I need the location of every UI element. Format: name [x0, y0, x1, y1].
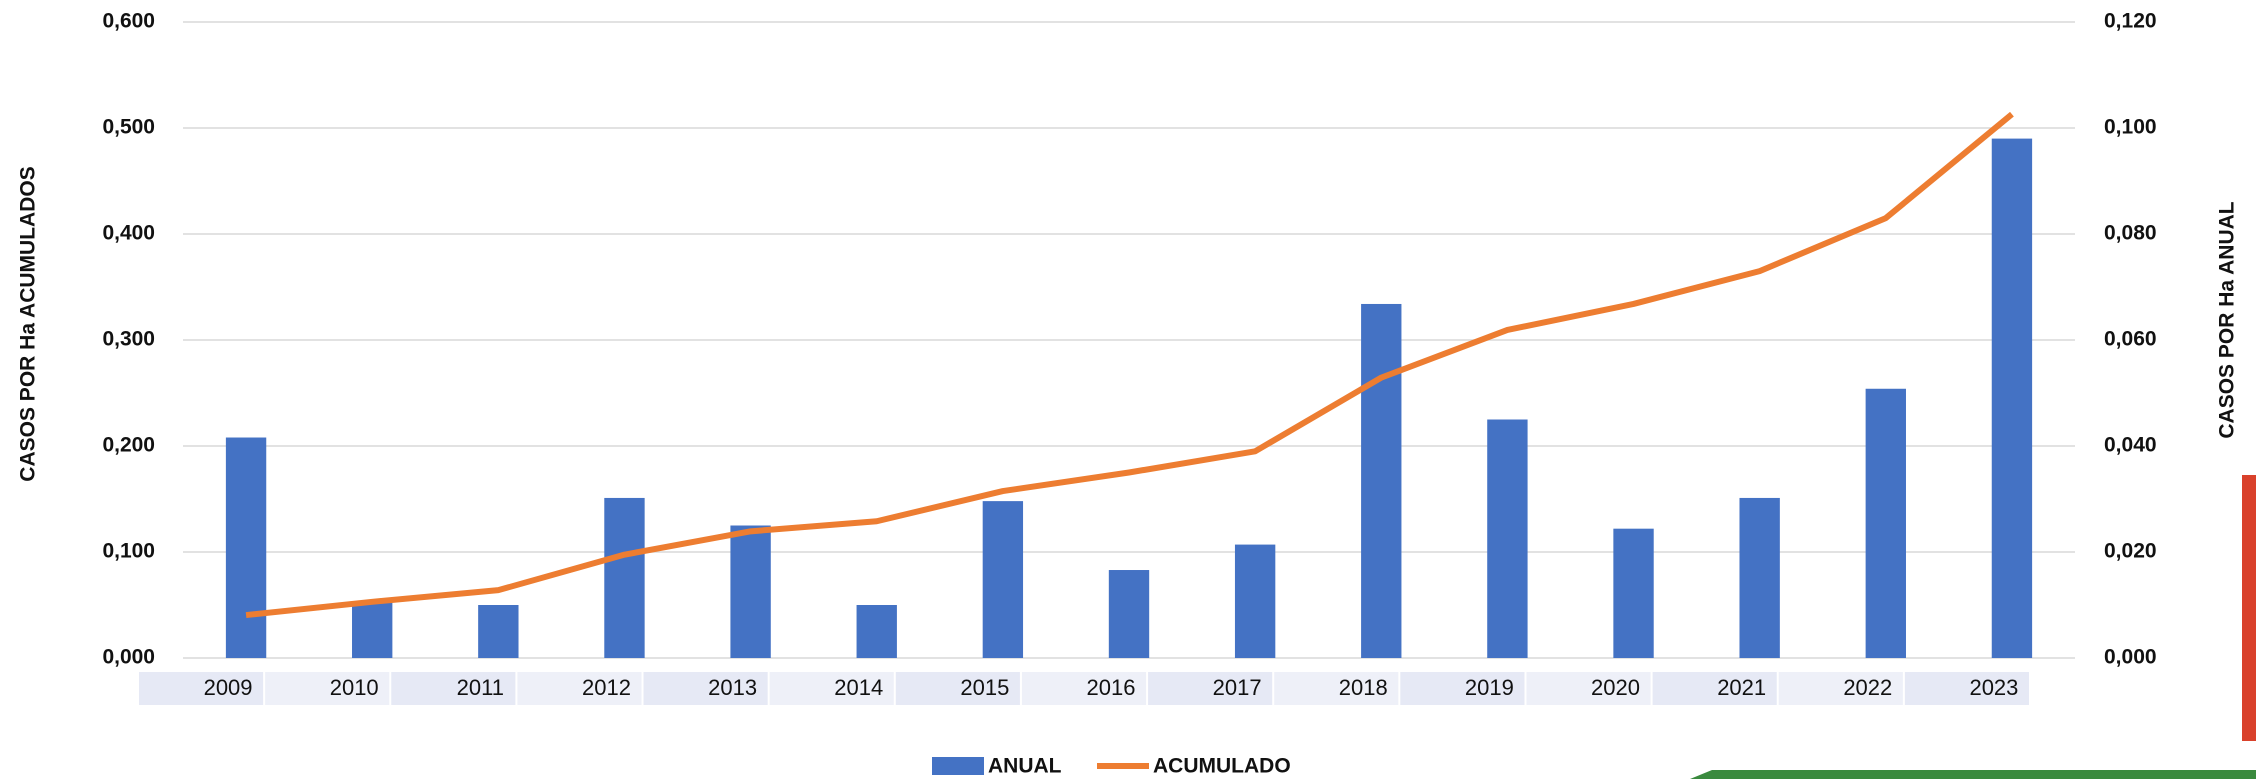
x-tick-label: 2016 — [1087, 675, 1136, 700]
legend-label: ACUMULADO — [1153, 755, 1291, 778]
x-tick-label: 2014 — [834, 675, 883, 700]
y-tick-label: 0,200 — [102, 434, 155, 457]
bar — [1234, 544, 1276, 658]
y-tick-label: 0,000 — [102, 646, 155, 669]
x-tick-label: 2023 — [1969, 675, 2018, 700]
category-band — [517, 672, 642, 705]
y2-tick-label: 0,020 — [2104, 540, 2157, 563]
x-tick-label: 2021 — [1717, 675, 1766, 700]
x-tick-label: 2019 — [1465, 675, 1514, 700]
bar — [1613, 528, 1654, 658]
x-tick-label: 2018 — [1339, 675, 1388, 700]
y-tick-label: 0,600 — [102, 10, 155, 33]
category-band — [1274, 672, 1399, 705]
x-tick-label: 2020 — [1591, 675, 1640, 700]
x-tick-label: 2009 — [204, 675, 253, 700]
bar — [1108, 570, 1150, 658]
bar — [1865, 388, 1906, 658]
x-tick-label: 2022 — [1843, 675, 1892, 700]
y-axis-title: CASOS POR Ha ACUMULADOS — [17, 166, 40, 481]
y2-tick-label: 0,100 — [2104, 116, 2157, 139]
category-band — [139, 672, 264, 705]
x-tick-label: 2013 — [708, 675, 757, 700]
bar — [1739, 497, 1780, 658]
bar — [982, 501, 1024, 658]
category-band — [391, 672, 516, 705]
category-band — [1652, 672, 1777, 705]
y2-tick-label: 0,120 — [2104, 10, 2157, 33]
y-tick-label: 0,300 — [102, 328, 155, 351]
y2-axis-title: CASOS POR Ha ANUAL — [2216, 201, 2239, 438]
category-band — [265, 672, 390, 705]
y-tick-label: 0,500 — [102, 116, 155, 139]
y2-tick-label: 0,040 — [2104, 434, 2157, 457]
y2-tick-label: 0,000 — [2104, 646, 2157, 669]
y2-tick-label: 0,060 — [2104, 328, 2157, 351]
x-tick-label: 2012 — [582, 675, 631, 700]
category-band — [895, 672, 1020, 705]
bar — [604, 497, 645, 658]
category-band — [1400, 672, 1525, 705]
bar — [352, 601, 393, 658]
bar — [1991, 138, 2033, 659]
category-band — [643, 672, 768, 705]
side-decoration — [2242, 475, 2256, 741]
legend-swatch — [932, 757, 984, 775]
category-band — [1778, 672, 1903, 705]
category-band — [1904, 672, 2029, 705]
category-band — [1021, 672, 1147, 705]
y-tick-label: 0,400 — [102, 222, 155, 245]
line — [245, 111, 2014, 619]
x-tick-label: 2017 — [1213, 675, 1262, 700]
y2-tick-label: 0,080 — [2104, 222, 2157, 245]
y-tick-label: 0,100 — [102, 540, 155, 563]
category-band — [769, 672, 894, 705]
bar — [1487, 419, 1528, 658]
legend-label: ANUAL — [988, 755, 1062, 778]
bar — [478, 605, 519, 658]
x-tick-label: 2015 — [960, 675, 1009, 700]
category-band — [1526, 672, 1651, 705]
bar — [225, 437, 267, 658]
corner-decoration — [1690, 770, 2256, 779]
bar — [856, 605, 897, 658]
x-tick-label: 2010 — [330, 675, 379, 700]
bar — [1361, 303, 1402, 658]
category-band — [1148, 672, 1273, 705]
bar — [730, 525, 771, 658]
x-tick-label: 2011 — [457, 675, 504, 700]
